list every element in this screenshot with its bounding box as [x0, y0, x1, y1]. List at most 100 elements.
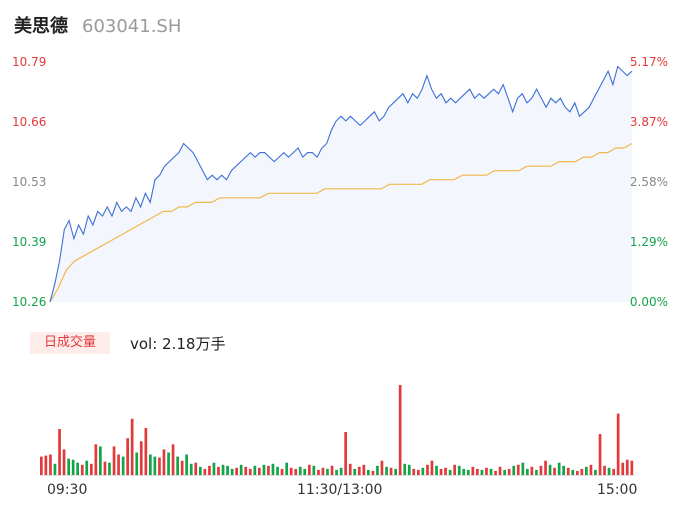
volume-bar: [204, 469, 207, 475]
volume-bar: [303, 469, 306, 475]
x-tick-close: 15:00: [597, 482, 637, 498]
volume-bar: [517, 465, 520, 475]
volume-bar: [412, 469, 415, 475]
volume-bar: [244, 467, 247, 475]
volume-bar: [158, 458, 161, 475]
volume-bar: [281, 469, 284, 475]
volume-bar: [308, 465, 311, 475]
volume-bar: [294, 469, 297, 475]
volume-bar: [235, 468, 238, 475]
volume-bar: [462, 469, 465, 475]
volume-bar: [240, 465, 243, 475]
volume-bar: [299, 467, 302, 475]
volume-bar: [126, 438, 129, 475]
volume-bar: [603, 466, 606, 475]
volume-bar: [208, 466, 211, 475]
volume-bar: [335, 470, 338, 475]
volume-bar: [54, 464, 57, 475]
volume-bar: [526, 469, 529, 475]
volume-bar: [581, 469, 584, 475]
volume-bar: [172, 444, 175, 475]
volume-bar: [149, 455, 152, 476]
volume-bar: [340, 468, 343, 475]
volume-bar: [108, 463, 111, 475]
volume-bar: [272, 464, 275, 475]
volume-bar: [363, 465, 366, 475]
volume-bar: [353, 469, 356, 475]
volume-total-label: vol: 2.18万手: [130, 333, 225, 354]
volume-bar: [590, 465, 593, 475]
y-tick-left-2: 10.53: [12, 175, 52, 189]
volume-bar: [49, 455, 52, 476]
volume-bar: [45, 456, 48, 475]
volume-bar: [417, 470, 420, 475]
volume-bar: [326, 469, 329, 475]
volume-bar: [576, 471, 579, 475]
volume-bar: [621, 463, 624, 475]
volume-bar: [522, 463, 525, 475]
volume-bar: [81, 465, 84, 475]
volume-bar: [90, 464, 93, 475]
volume-bar: [181, 461, 184, 475]
volume-bar: [231, 469, 234, 475]
volume-bar: [85, 461, 88, 475]
volume-bar: [467, 470, 470, 475]
volume-bar: [376, 466, 379, 475]
volume-bar: [476, 469, 479, 475]
y-tick-right-1: 3.87%: [600, 115, 668, 129]
y-tick-right-4: 0.00%: [600, 295, 668, 309]
volume-bar: [531, 467, 534, 475]
volume-bar: [449, 470, 452, 475]
volume-bar: [290, 468, 293, 475]
volume-bar: [267, 466, 270, 475]
volume-bar: [426, 465, 429, 475]
y-tick-right-3: 1.29%: [600, 235, 668, 249]
volume-bar: [135, 453, 138, 476]
volume-bar: [349, 464, 352, 475]
volume-bar: [263, 465, 266, 475]
y-tick-right-2: 2.58%: [600, 175, 668, 189]
volume-bar: [435, 466, 438, 475]
volume-bar: [117, 455, 120, 476]
volume-bar: [422, 468, 425, 475]
volume-bar: [571, 470, 574, 475]
volume-bar: [508, 469, 511, 475]
volume-bar: [67, 459, 70, 475]
volume-bar: [431, 461, 434, 475]
volume-bar: [213, 463, 216, 475]
volume-bar: [394, 469, 397, 475]
volume-bar: [594, 470, 597, 475]
volume-bar: [453, 465, 456, 475]
volume-bar: [72, 460, 75, 475]
volume-bar: [399, 385, 402, 475]
volume-bar: [217, 467, 220, 475]
volume-bar: [390, 468, 393, 475]
y-tick-left-0: 10.79: [12, 55, 52, 69]
volume-bar: [185, 455, 188, 476]
volume-bar: [63, 449, 66, 475]
volume-bar: [249, 469, 252, 475]
volume-bar: [549, 465, 552, 475]
volume-bar: [403, 464, 406, 475]
volume-bar: [626, 460, 629, 475]
volume-bar: [199, 467, 202, 475]
volume-bar: [512, 466, 515, 475]
volume-bar: [167, 453, 170, 476]
volume-bar: [544, 461, 547, 475]
x-tick-midday: 11:30/13:00: [297, 482, 382, 498]
volume-bar: [276, 467, 279, 475]
volume-bar: [444, 468, 447, 475]
volume-bar: [499, 467, 502, 475]
volume-bar: [226, 466, 229, 475]
volume-bar: [145, 428, 148, 475]
volume-bar: [458, 466, 461, 475]
volume-bar: [99, 446, 102, 475]
volume-bar: [131, 419, 134, 475]
volume-bar: [485, 468, 488, 475]
volume-bar: [481, 470, 484, 475]
volume-bar: [599, 434, 602, 475]
volume-bar: [113, 446, 116, 475]
volume-bar: [358, 467, 361, 475]
volume-bar: [503, 470, 506, 475]
volume-bar: [163, 449, 166, 475]
